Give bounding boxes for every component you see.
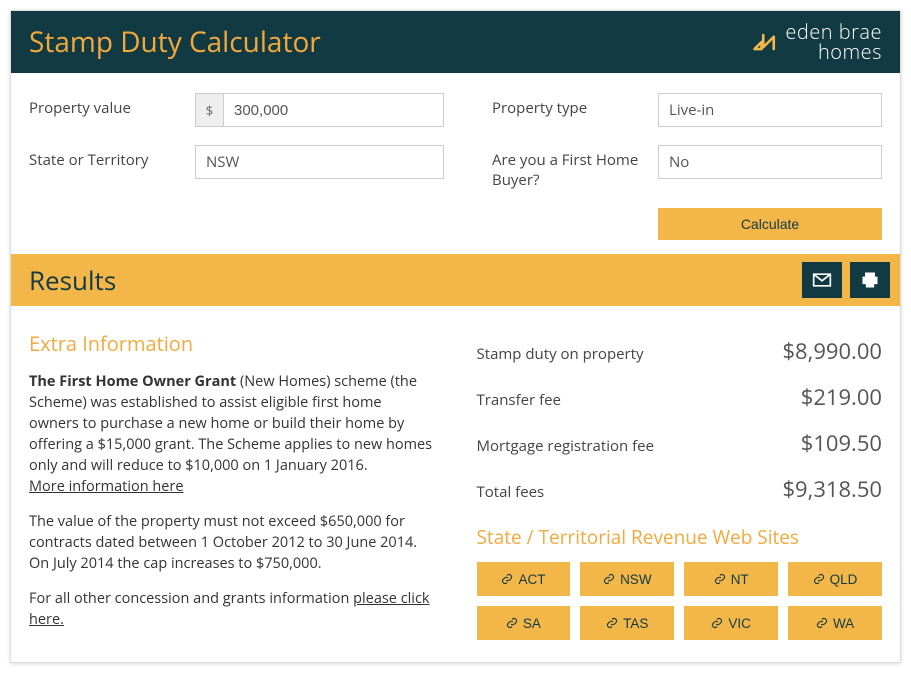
results-right: Stamp duty on property $8,990.00 Transfe… [477,330,883,644]
extra-p3-prefix: For all other concession and grants info… [29,589,353,608]
site-link-nsw[interactable]: NSW [580,562,674,596]
calculator-card: Stamp Duty Calculator eden brae homes Pr… [10,10,901,663]
form-area: Property value $ Property type Live-in S… [11,73,900,254]
site-link-sa[interactable]: SA [477,606,571,640]
currency-prefix: $ [196,94,224,126]
property-value-input[interactable] [224,94,443,126]
fee-row: Transfer fee $219.00 [477,376,883,422]
property-type-value: Live-in [659,94,881,126]
site-link-nt[interactable]: NT [684,562,778,596]
link-icon [501,573,513,585]
results-heading: Results [29,262,116,298]
field-first-buyer: Are you a First Home Buyer? No [492,145,882,190]
link-icon [506,617,518,629]
label-state: State or Territory [29,145,179,171]
extra-info: Extra Information The First Home Owner G… [29,330,435,644]
logo-icon [751,28,779,56]
page-title: Stamp Duty Calculator [29,23,321,61]
site-link-vic[interactable]: VIC [684,606,778,640]
site-link-wa[interactable]: WA [788,606,882,640]
link-icon [603,573,615,585]
results-bar: Results [11,254,900,306]
sites-heading: State / Territorial Revenue Web Sites [477,524,883,550]
calculate-button[interactable]: Calculate [658,208,882,240]
calculate-row: Calculate [492,208,882,240]
link-icon [711,617,723,629]
link-icon [714,573,726,585]
label-property-value: Property value [29,93,179,119]
site-link-qld[interactable]: QLD [788,562,882,596]
field-property-value: Property value $ [29,93,444,127]
extra-info-heading: Extra Information [29,330,435,357]
fee-row: Mortgage registration fee $109.50 [477,422,883,468]
fee-amount: $9,318.50 [782,474,882,504]
print-button[interactable] [850,262,890,298]
email-button[interactable] [802,262,842,298]
sites-grid: ACT NSW NT QLD SA TAS VIC WA [477,562,883,640]
fees-table: Stamp duty on property $8,990.00 Transfe… [477,330,883,514]
brand-line2: homes [785,42,882,62]
select-first-buyer[interactable]: No [658,145,882,179]
fee-row: Total fees $9,318.50 [477,468,883,514]
fee-label: Mortgage registration fee [477,436,655,456]
state-value: NSW [196,146,443,178]
header: Stamp Duty Calculator eden brae homes [11,11,900,73]
fee-label: Total fees [477,482,545,502]
link-icon [813,573,825,585]
results-actions [802,262,890,298]
link-icon [606,617,618,629]
email-icon [812,270,832,290]
field-state: State or Territory NSW [29,145,444,190]
select-state[interactable]: NSW [195,145,444,179]
field-property-type: Property type Live-in [492,93,882,127]
fee-amount: $109.50 [801,428,882,458]
label-property-type: Property type [492,93,642,119]
fee-label: Transfer fee [477,390,561,410]
extra-p3: For all other concession and grants info… [29,588,435,630]
site-link-tas[interactable]: TAS [580,606,674,640]
extra-p2: The value of the property must not excee… [29,511,435,574]
link-icon [816,617,828,629]
fee-amount: $219.00 [801,382,882,412]
fee-amount: $8,990.00 [782,336,882,366]
first-buyer-value: No [659,146,881,178]
results-body: Extra Information The First Home Owner G… [11,306,900,662]
input-wrap-property-value: $ [195,93,444,127]
fee-label: Stamp duty on property [477,344,644,364]
extra-p1: The First Home Owner Grant (New Homes) s… [29,371,435,497]
label-first-buyer: Are you a First Home Buyer? [492,145,642,190]
revenue-sites: State / Territorial Revenue Web Sites AC… [477,524,883,640]
brand-logo: eden brae homes [751,22,882,62]
more-info-link[interactable]: More information here [29,477,183,496]
fee-row: Stamp duty on property $8,990.00 [477,330,883,376]
extra-p1-strong: The First Home Owner Grant [29,372,236,391]
site-link-act[interactable]: ACT [477,562,571,596]
print-icon [860,270,880,290]
select-property-type[interactable]: Live-in [658,93,882,127]
